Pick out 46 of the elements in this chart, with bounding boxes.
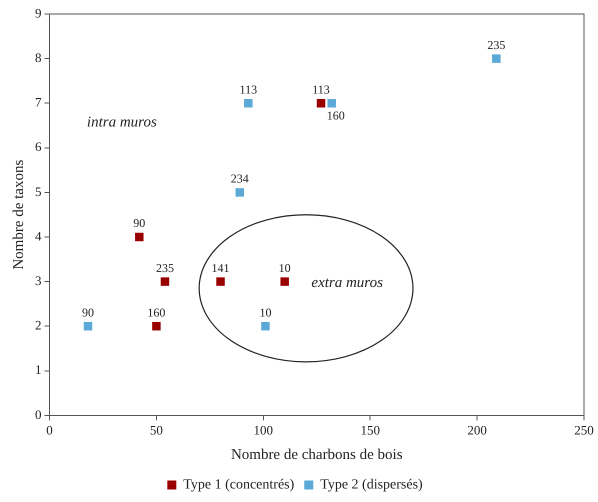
annotation: intra muros <box>86 114 157 130</box>
point <box>261 322 270 330</box>
point <box>327 98 336 108</box>
annotation: 235 <box>487 38 506 52</box>
y-tick-label: 9 <box>35 5 42 20</box>
point <box>152 322 161 330</box>
annotation: 160 <box>147 305 166 320</box>
point <box>84 322 92 330</box>
point <box>160 277 170 286</box>
annotation: 235 <box>156 260 174 275</box>
x-axis-title: Nombre de charbons de bois <box>230 446 403 463</box>
point <box>492 54 501 63</box>
annotation: 141 <box>212 260 230 275</box>
y-tick-label: 7 <box>35 94 42 110</box>
point <box>216 277 225 286</box>
x-tick-label: 50 <box>150 422 163 438</box>
annotation: 10 <box>278 260 291 275</box>
y-tick-label: 4 <box>35 228 42 244</box>
annotation: extra muros <box>311 274 384 291</box>
annotation: 10 <box>259 305 272 320</box>
annotation: 113 <box>240 82 258 96</box>
point <box>244 98 253 108</box>
x-tick-label: 150 <box>360 422 380 438</box>
annotation: 160 <box>326 108 345 122</box>
y-tick-label: 1 <box>35 362 42 378</box>
y-tick-label: 3 <box>35 273 42 288</box>
point <box>280 277 289 286</box>
y-tick-label: 8 <box>35 50 42 66</box>
legend-label: Type 1 (concentrés) <box>183 478 295 493</box>
point <box>316 98 326 108</box>
x-tick-label: 200 <box>467 422 487 438</box>
legend-label: Type 2 (dispersés) <box>320 478 424 493</box>
x-tick-label: 0 <box>46 422 53 438</box>
point <box>135 232 144 242</box>
y-tick-label: 6 <box>35 139 42 154</box>
annotation: 234 <box>230 172 249 186</box>
y-tick-label: 5 <box>35 184 42 199</box>
annotation: 113 <box>312 82 330 96</box>
y-tick-label: 0 <box>35 406 42 422</box>
x-tick-label: 100 <box>254 422 274 438</box>
annotation: 90 <box>82 305 94 320</box>
annotation: 90 <box>133 216 146 230</box>
y-tick-label: 2 <box>35 318 42 333</box>
point <box>236 188 244 197</box>
x-tick-label: 250 <box>574 422 594 438</box>
y-axis-title: Nombre de taxons <box>10 160 27 270</box>
